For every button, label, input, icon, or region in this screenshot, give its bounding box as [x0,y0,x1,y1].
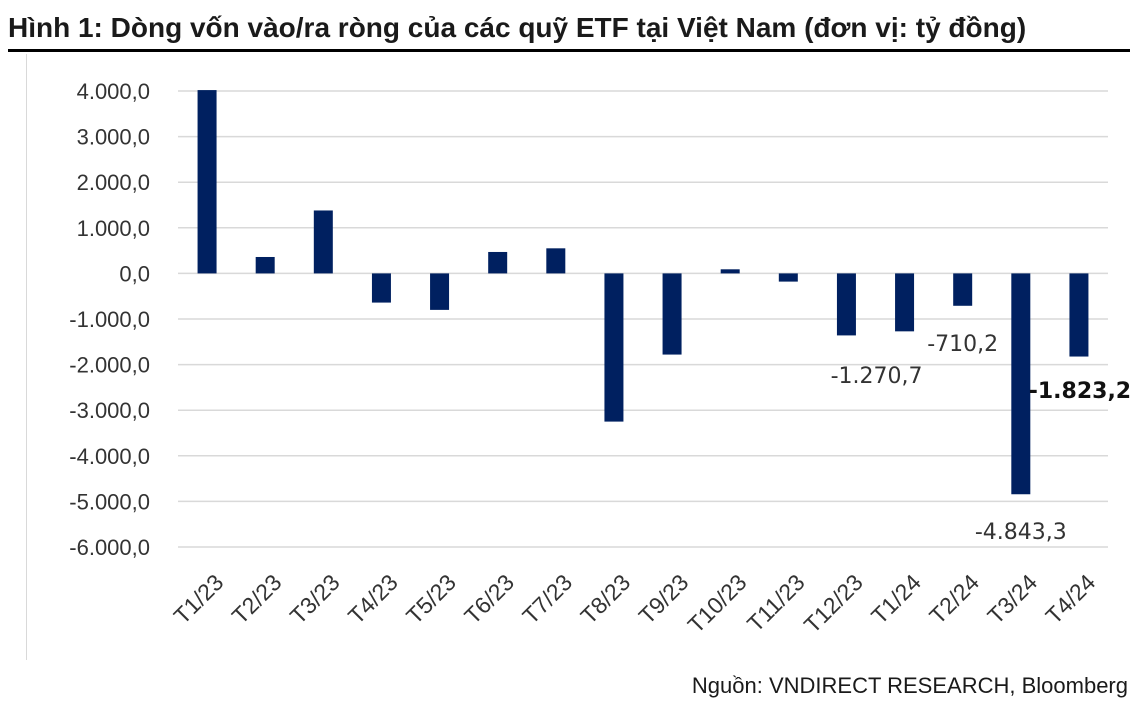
x-category-label: T12/23 [799,569,868,638]
y-tick-label: 2.000,0 [77,170,150,195]
data-label-t1-24: -1.270,7 [831,364,923,389]
bar-t2-23 [255,256,275,274]
x-category-label: T2/24 [924,569,984,629]
bar-t5-23 [430,273,450,310]
bar-t4-24 [1069,273,1089,357]
x-axis-category-labels: T1/23T2/23T3/23T4/23T5/23T6/23T7/23T8/23… [168,569,1100,638]
data-label-t2-24: -710,2 [927,332,998,357]
bar-t10-23 [720,269,740,274]
bar-t3-24 [1011,273,1031,495]
x-category-label: T4/23 [343,569,403,629]
y-tick-label: 3.000,0 [77,125,150,150]
bar-t2-24 [953,273,973,306]
source-note: Nguồn: VNDIRECT RESEARCH, Bloomberg [691,673,1128,698]
y-tick-label: -1.000,0 [69,307,150,332]
bar-t4-23 [371,273,391,303]
bar-t8-23 [604,273,624,422]
x-category-label: T2/23 [227,569,287,629]
y-tick-label: 4.000,0 [77,79,150,104]
x-category-label: T5/23 [401,569,461,629]
chart-frame-border [26,54,27,660]
bar-t11-23 [778,273,798,282]
x-category-label: T1/24 [866,569,926,629]
bar-t7-23 [546,248,566,274]
x-category-label: T11/23 [742,569,810,637]
x-category-label: T3/23 [285,569,345,629]
bar-t9-23 [662,273,682,355]
x-category-label: T8/23 [575,569,635,629]
x-category-label: T10/23 [683,569,752,638]
y-tick-label: -2.000,0 [69,353,150,378]
data-label-t4-24: -1.823,2 [1029,379,1131,404]
y-axis-tick-labels: 4.000,0 3.000,0 2.000,0 1.000,0 0,0 -1.000,0 -… [69,79,150,560]
bar-t12-23 [836,273,856,336]
y-tick-label: -4.000,0 [69,444,150,469]
data-label-t3-24: -4.843,3 [975,520,1067,545]
data-labels: -1.270,7-710,2 -4.843,3 -1.823,2 [831,332,1132,545]
x-category-label: T1/23 [168,569,228,629]
x-category-label: T7/23 [517,569,577,629]
bar-t1-23 [197,90,217,274]
y-tick-label: -6.000,0 [69,535,150,560]
y-tick-label: 1.000,0 [77,216,150,241]
x-category-label: T4/24 [1040,569,1100,629]
bar-t6-23 [488,251,508,274]
y-tick-label: -5.000,0 [69,489,150,514]
title-underline [8,49,1130,52]
figure-title: Hình 1: Dòng vốn vào/ra ròng của các quỹ… [8,12,1027,43]
bars [197,90,1089,495]
x-category-label: T3/24 [982,569,1042,629]
y-tick-label: 0,0 [119,261,150,286]
bar-t3-23 [313,210,333,274]
gridlines [178,90,1108,548]
x-category-label: T6/23 [459,569,519,629]
y-tick-label: -3.000,0 [69,398,150,423]
bar-t1-24 [895,273,915,332]
